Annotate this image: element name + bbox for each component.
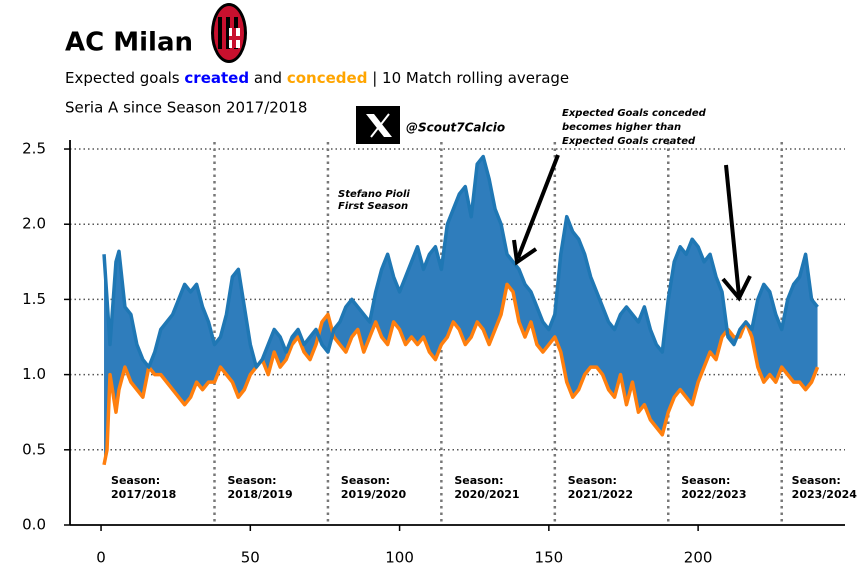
subtitle-text: and — [249, 69, 287, 87]
chart-title: AC Milan — [65, 28, 193, 58]
x-tick-label: 100 — [385, 549, 414, 567]
season-prefix: Season: — [227, 474, 276, 487]
arrow-head — [721, 275, 752, 302]
season-prefix: Season: — [681, 474, 730, 487]
x-tick-label: 0 — [96, 549, 106, 567]
season-label: 2022/2023 — [681, 488, 746, 501]
annotation: Stefano Pioli — [338, 189, 410, 200]
x-tick-label: 150 — [535, 549, 564, 567]
subtitle-conceded: conceded — [287, 69, 368, 87]
season-label: 2019/2020 — [341, 488, 407, 501]
season-prefix: Season: — [568, 474, 617, 487]
arrow — [724, 164, 741, 297]
y-tick-label: 0.0 — [22, 516, 46, 534]
subtitle-text: | 10 Match rolling average — [367, 69, 569, 87]
season-prefix: Season: — [341, 474, 390, 487]
line-0 — [102, 154, 819, 369]
season-label: 2023/2024 — [792, 488, 858, 501]
x-tick-label: 200 — [684, 549, 713, 567]
subtitle-created: created — [184, 69, 249, 87]
y-tick-label: 0.5 — [22, 440, 46, 458]
annotation: becomes higher than — [562, 122, 681, 133]
y-tick-label: 2.0 — [22, 215, 46, 233]
handle: @Scout7Calcio — [406, 121, 505, 135]
area-between — [104, 156, 818, 465]
x-tick-label: 50 — [241, 549, 260, 567]
y-tick-label: 2.5 — [22, 140, 46, 158]
season-prefix: Season: — [454, 474, 503, 487]
season-label: 2017/2018 — [111, 488, 176, 501]
club-logo — [211, 3, 247, 63]
y-tick-label: 1.0 — [22, 365, 46, 383]
x-logo — [356, 106, 400, 144]
annotation: First Season — [338, 201, 408, 212]
subtitle-text: Expected goals — [65, 69, 184, 87]
season-label: 2020/2021 — [454, 488, 519, 501]
y-tick-label: 1.5 — [22, 290, 46, 308]
annotation: Expected Goals conceded — [562, 108, 707, 119]
season-prefix: Season: — [111, 474, 160, 487]
arrow — [516, 154, 560, 259]
line-1 — [102, 282, 820, 466]
annotation: Expected Goals created — [562, 136, 696, 147]
subtitle: Expected goals created and conceded | 10… — [65, 69, 569, 87]
season-label: 2021/2022 — [568, 488, 633, 501]
subtitle-2: Seria A since Season 2017/2018 — [65, 99, 307, 117]
arrow-head — [512, 239, 538, 266]
season-label: 2018/2019 — [227, 488, 292, 501]
season-prefix: Season: — [792, 474, 841, 487]
